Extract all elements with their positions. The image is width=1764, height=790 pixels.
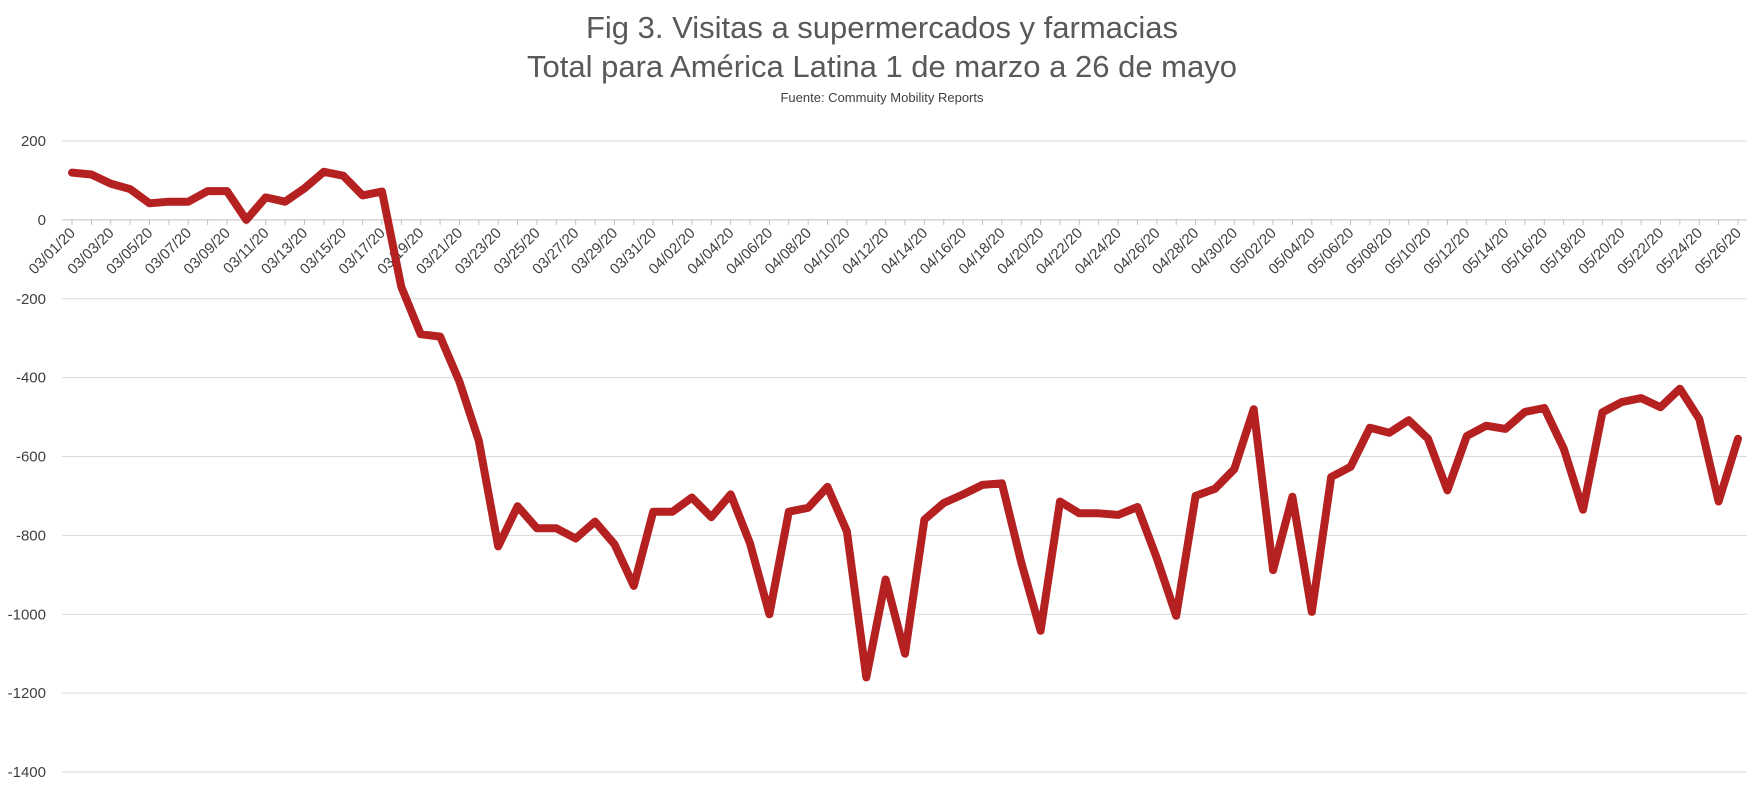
- series-layer: [68, 167, 1742, 682]
- gridlines: [62, 140, 1747, 773]
- y-tick-label: 0: [38, 212, 46, 229]
- y-tick-label: -200: [16, 291, 46, 308]
- y-tick-label: -1200: [8, 685, 46, 702]
- chart-title-line-1: Fig 3. Visitas a supermercados y farmaci…: [586, 10, 1178, 45]
- y-tick-label: -800: [16, 527, 46, 544]
- x-axis-tick-labels: 03/01/2003/03/2003/05/2003/07/2003/09/20…: [26, 225, 1745, 278]
- chart-subtitle: Fuente: Commuity Mobility Reports: [780, 90, 984, 105]
- y-tick-label: -1000: [8, 606, 46, 623]
- y-tick-label: -1400: [8, 764, 46, 781]
- y-tick-label: 200: [21, 133, 46, 150]
- y-tick-label: -400: [16, 370, 46, 387]
- y-axis-tick-labels: 200 0 -200 -400 -600 -800 -1000 -1200 -1400: [8, 133, 46, 781]
- y-tick-label: -600: [16, 449, 46, 466]
- series-line: [68, 167, 1742, 682]
- chart-title-line-2: Total para América Latina 1 de marzo a 2…: [527, 49, 1237, 84]
